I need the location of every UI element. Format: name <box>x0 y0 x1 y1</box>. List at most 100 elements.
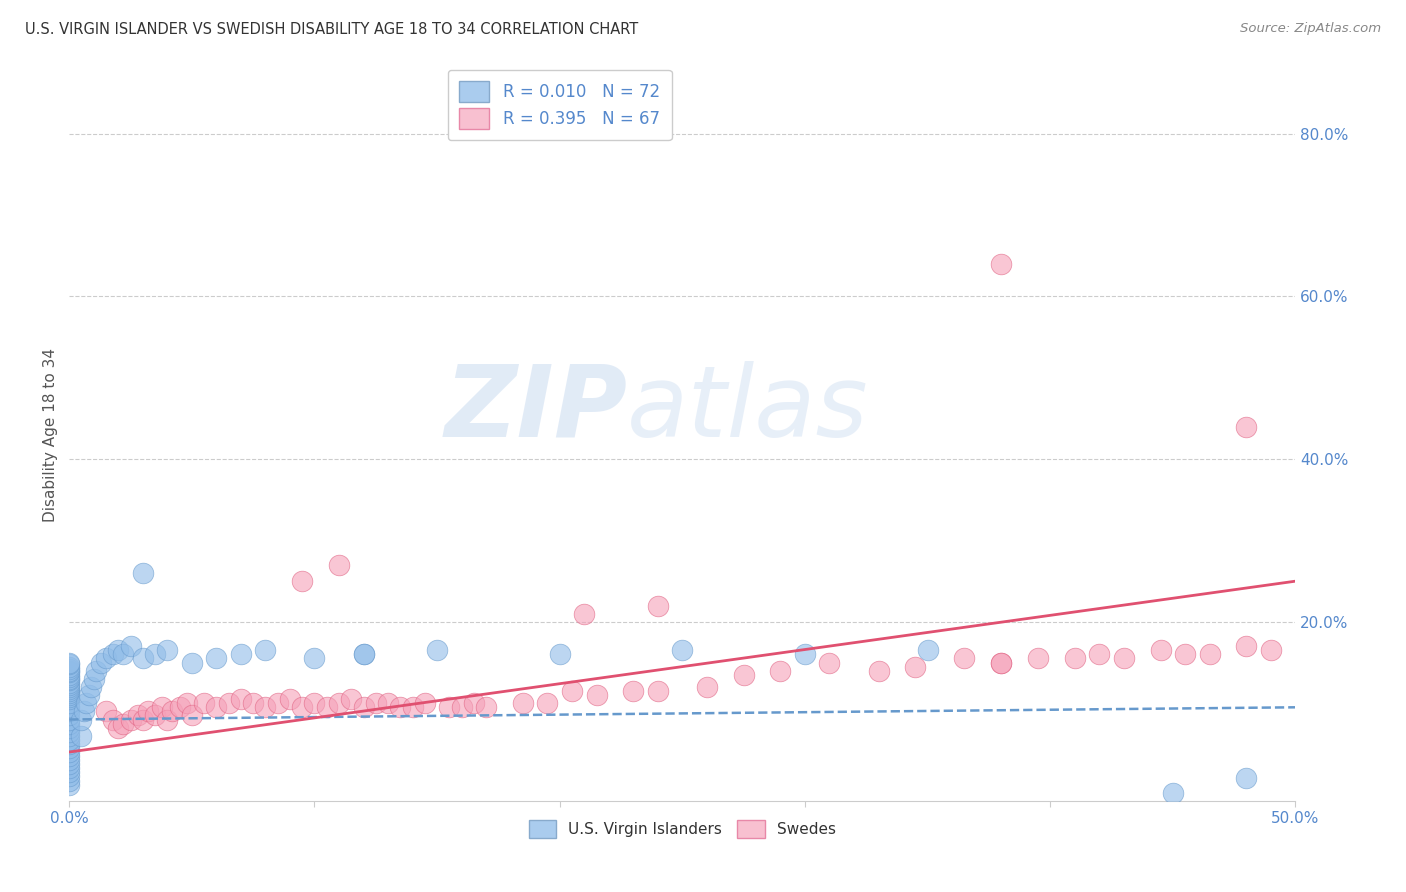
Point <box>58 732 80 747</box>
Point <box>574 607 596 621</box>
Point <box>132 713 155 727</box>
Point <box>990 656 1012 670</box>
Point <box>58 681 80 696</box>
Point <box>112 648 135 662</box>
Point <box>58 686 80 700</box>
Point <box>904 659 927 673</box>
Point <box>1174 648 1197 662</box>
Point <box>229 648 252 662</box>
Point <box>401 700 423 714</box>
Point <box>156 643 179 657</box>
Point <box>340 692 363 706</box>
Point <box>1234 419 1257 434</box>
Point <box>58 721 80 735</box>
Point <box>794 648 817 662</box>
Point <box>58 680 80 694</box>
Point <box>58 724 80 739</box>
Point <box>193 696 215 710</box>
Point <box>671 643 693 657</box>
Point <box>1026 651 1049 665</box>
Point <box>990 656 1012 670</box>
Point <box>58 761 80 775</box>
Point <box>953 651 976 665</box>
Point <box>328 558 350 572</box>
Point <box>83 672 105 686</box>
Point <box>58 673 80 688</box>
Point <box>353 700 375 714</box>
Point <box>696 680 718 694</box>
Point <box>103 648 125 662</box>
Point <box>180 708 202 723</box>
Point <box>413 696 436 710</box>
Point <box>107 721 129 735</box>
Point <box>328 696 350 710</box>
Text: Source: ZipAtlas.com: Source: ZipAtlas.com <box>1240 22 1381 36</box>
Point <box>58 745 80 759</box>
Text: U.S. VIRGIN ISLANDER VS SWEDISH DISABILITY AGE 18 TO 34 CORRELATION CHART: U.S. VIRGIN ISLANDER VS SWEDISH DISABILI… <box>25 22 638 37</box>
Point <box>94 704 117 718</box>
Point <box>291 574 314 589</box>
Point <box>73 704 96 718</box>
Point <box>990 257 1012 271</box>
Point <box>818 656 841 670</box>
Point <box>58 778 80 792</box>
Point <box>58 657 80 672</box>
Point <box>58 773 80 788</box>
Point <box>353 648 375 662</box>
Point <box>58 692 80 706</box>
Point <box>77 688 100 702</box>
Point <box>143 648 166 662</box>
Point <box>1161 786 1184 800</box>
Point <box>58 704 80 718</box>
Point <box>160 704 183 718</box>
Point <box>1234 771 1257 785</box>
Point <box>868 664 890 678</box>
Point <box>132 566 155 580</box>
Point <box>58 700 80 714</box>
Point <box>254 700 277 714</box>
Point <box>377 696 399 710</box>
Point <box>58 672 80 686</box>
Point <box>426 643 449 657</box>
Point <box>58 662 80 676</box>
Point <box>769 664 792 678</box>
Point <box>58 688 80 702</box>
Point <box>143 708 166 723</box>
Point <box>58 741 80 756</box>
Point <box>561 684 583 698</box>
Legend: U.S. Virgin Islanders, Swedes: U.S. Virgin Islanders, Swedes <box>523 814 842 845</box>
Point <box>364 696 387 710</box>
Point <box>647 684 669 698</box>
Text: atlas: atlas <box>627 360 869 458</box>
Point <box>1088 648 1111 662</box>
Point <box>58 713 80 727</box>
Point <box>1198 648 1220 662</box>
Point <box>1149 643 1171 657</box>
Point <box>58 737 80 751</box>
Point <box>58 670 80 684</box>
Point <box>80 680 103 694</box>
Text: ZIP: ZIP <box>444 360 627 458</box>
Point <box>205 651 228 665</box>
Point <box>156 713 179 727</box>
Point <box>120 640 142 654</box>
Point <box>463 696 485 710</box>
Point <box>917 643 939 657</box>
Point <box>176 696 198 710</box>
Point <box>205 700 228 714</box>
Point <box>58 769 80 783</box>
Point <box>512 696 534 710</box>
Point <box>84 664 107 678</box>
Point <box>90 656 112 670</box>
Point <box>58 753 80 767</box>
Point <box>75 696 97 710</box>
Point <box>70 713 93 727</box>
Point <box>475 700 498 714</box>
Point <box>229 692 252 706</box>
Point <box>291 700 314 714</box>
Point <box>132 651 155 665</box>
Point <box>58 667 80 681</box>
Point <box>647 599 669 613</box>
Point <box>254 643 277 657</box>
Point <box>389 700 412 714</box>
